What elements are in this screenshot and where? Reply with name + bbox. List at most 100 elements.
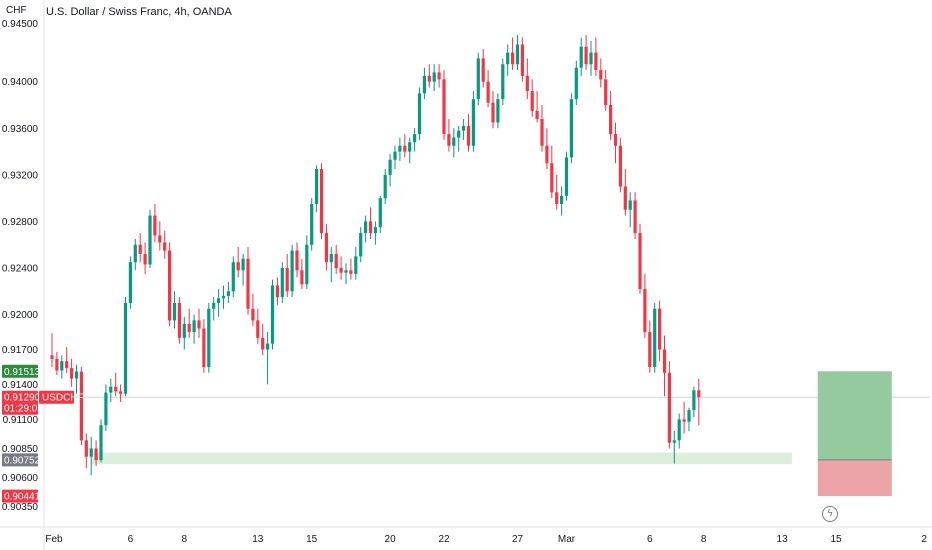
price-tick-label: 0.91400: [2, 380, 39, 391]
candle-body: [246, 258, 250, 309]
candle-body: [143, 254, 147, 265]
price-tag-box: [2, 390, 38, 415]
candle-body: [55, 358, 59, 371]
candle-body: [285, 268, 289, 292]
candle-body: [476, 58, 480, 100]
candle-body: [491, 102, 495, 123]
candle-body: [628, 200, 632, 210]
candle-body: [344, 270, 348, 273]
candle-body: [501, 64, 505, 100]
candle-body: [618, 145, 622, 187]
candle-body: [550, 163, 554, 193]
candle-body: [324, 233, 328, 263]
price-tag-box: [2, 453, 38, 467]
candle-body: [540, 118, 544, 146]
candle-body: [457, 130, 461, 138]
candle-body: [217, 298, 221, 303]
candle-body: [310, 203, 314, 245]
candle-body: [520, 44, 524, 76]
price-tag-box: [2, 364, 38, 378]
price-tick-label: 0.92800: [2, 217, 39, 228]
candle-body: [280, 268, 284, 298]
price-tag-value: 0.91290: [4, 393, 41, 404]
time-tick-label: 8: [701, 534, 707, 545]
price-tick-label: 0.92000: [2, 310, 39, 321]
candle-body: [496, 99, 500, 123]
time-axis: Feb 6 8 13 15 20 22 27 Mar 6 8 13 15 2: [0, 526, 932, 545]
candle-body: [349, 270, 353, 274]
currency-label: CHF: [6, 5, 27, 16]
candle-body: [378, 198, 382, 228]
candle-body: [447, 134, 451, 146]
candle-body: [525, 75, 529, 92]
candle-body: [658, 308, 662, 350]
price-tick-label: 0.93600: [2, 124, 39, 135]
time-tick-label: 6: [647, 534, 653, 545]
candle-body: [275, 285, 279, 298]
candle-body: [197, 320, 201, 329]
candle-body: [609, 104, 613, 135]
candle-body: [393, 151, 397, 160]
long-position-tool: [817, 371, 892, 497]
candle-body: [427, 75, 431, 82]
candle-body: [653, 308, 657, 367]
candle-body: [604, 79, 608, 105]
candle-body: [295, 250, 299, 271]
candle-body: [643, 288, 647, 333]
price-tick-label: 0.93200: [2, 170, 39, 181]
candle-body: [70, 368, 74, 379]
target-zone: [817, 371, 892, 460]
candle-body: [555, 192, 559, 204]
candle-body: [633, 200, 637, 234]
candle-body: [133, 244, 137, 263]
candle-body: [138, 244, 142, 255]
candle-body: [398, 145, 402, 152]
candle-body: [359, 233, 363, 257]
candle-body: [682, 419, 686, 422]
candle-body: [65, 361, 69, 369]
candle-body: [648, 332, 652, 367]
candle-body: [153, 215, 157, 236]
time-tick-label: 22: [438, 534, 450, 545]
candle-body: [403, 145, 407, 152]
candle-body: [564, 157, 569, 196]
candle-body: [119, 391, 123, 394]
candle-body: [594, 52, 598, 71]
candle-body: [413, 134, 417, 143]
candle-body: [104, 392, 108, 426]
time-tick-label: 6: [128, 534, 134, 545]
candle-body: [251, 308, 255, 321]
candle-body: [221, 295, 226, 299]
candle-body: [471, 99, 475, 146]
candle-body: [236, 262, 240, 271]
price-tag-box: [2, 489, 38, 503]
lightning-icon[interactable]: ϟ: [822, 506, 838, 522]
chart-title: U.S. Dollar / Swiss Franc, 4h, OANDA: [46, 6, 232, 18]
candle-body: [535, 110, 539, 119]
candle-body: [437, 72, 441, 80]
candle-body: [466, 125, 471, 146]
candle-body: [613, 134, 618, 146]
candle-body: [667, 372, 671, 443]
candle-body: [128, 262, 132, 303]
candle-body: [511, 52, 515, 65]
candle-body: [158, 235, 162, 243]
candle-body: [177, 302, 181, 338]
candle-body: [462, 125, 466, 131]
candle-body: [94, 448, 98, 461]
candle-body: [168, 250, 172, 321]
candle-body: [383, 174, 387, 199]
support-zone: [91, 452, 792, 465]
candle-body: [163, 242, 167, 251]
candle-body: [364, 221, 368, 234]
price-tick-label: 0.92400: [2, 264, 39, 275]
price-tick-label: 0.91100: [3, 415, 39, 426]
candle-body: [408, 142, 412, 152]
candle-body: [584, 46, 588, 65]
candle-body: [481, 58, 485, 82]
price-tick-label: 0.90850: [2, 444, 39, 455]
candle-body: [226, 291, 230, 296]
time-tick-label: 15: [306, 534, 318, 545]
